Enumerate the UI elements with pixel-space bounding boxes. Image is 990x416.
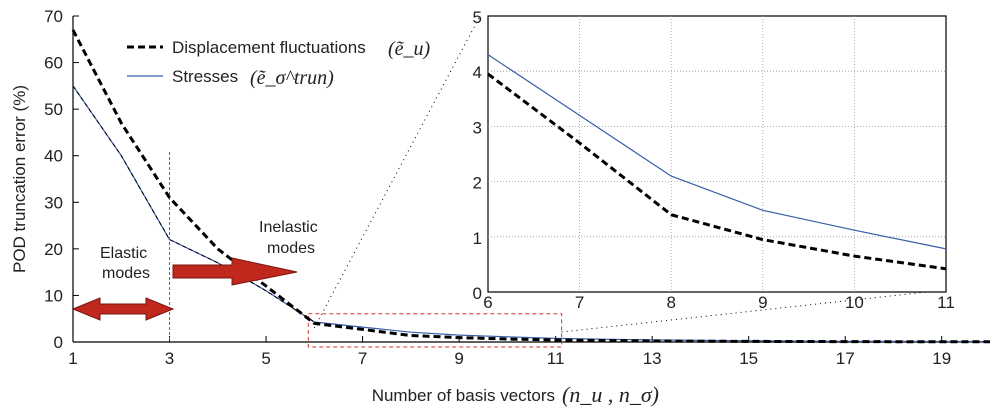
annotation-inelastic-line2: modes [267, 240, 315, 257]
inset-y-tick-label: 4 [473, 63, 482, 82]
x-tick-label: 9 [454, 349, 463, 368]
x-tick-label: 15 [739, 349, 758, 368]
inset-series-line-stresses [487, 54, 947, 250]
x-axis-label: Number of basis vectors [372, 386, 555, 405]
x-tick-label: 5 [261, 349, 270, 368]
x-tick-label: 3 [165, 349, 174, 368]
inset-plot: 0 1 2 3 4 5 6 7 8 9 10 11 [473, 8, 955, 312]
x-tick-label: 19 [932, 349, 951, 368]
x-tick-label: 11 [547, 349, 565, 368]
annotations: Elastic modes Inelastic modes [71, 15, 946, 333]
legend-label-stresses: Stresses [172, 67, 238, 86]
x-tick-label: 7 [358, 349, 367, 368]
inset-x-tick-label: 7 [575, 293, 584, 312]
y-tick-label: 70 [44, 7, 63, 26]
inset-x-tick-label: 6 [483, 293, 492, 312]
legend-symbol-displacement: (ẽ_u) [388, 38, 431, 60]
zoom-box [307, 313, 563, 348]
inset-frame [487, 15, 947, 293]
legend-symbol-stresses: (ẽ_σ^trun) [250, 67, 334, 89]
y-tick-label: 10 [44, 286, 63, 305]
y-tick-label: 0 [54, 333, 63, 352]
annotation-inelastic-line1: Inelastic [259, 219, 318, 236]
legend-label-displacement: Displacement fluctuations [172, 38, 366, 57]
x-axis-label-math: (n_u , n_σ) [562, 382, 659, 407]
inset-y-tick-label: 0 [473, 284, 482, 303]
inset-x-tick-label: 8 [666, 293, 675, 312]
legend: Displacement fluctuations (ẽ_u) Stresses (ẽ… [127, 38, 431, 89]
inset-y-tick-label: 5 [473, 8, 482, 27]
zoom-connector-left [313, 15, 481, 329]
inset-y-tick-label: 1 [473, 229, 482, 248]
inset-series-line-displacement-fluctuations [487, 72, 947, 271]
y-tick-label: 60 [44, 54, 63, 73]
x-tick-label: 17 [836, 349, 855, 368]
inset-x-tick-label: 9 [758, 293, 767, 312]
y-tick-label: 40 [44, 147, 63, 166]
annotation-elastic-line2: modes [102, 265, 150, 282]
series-line-elastic-stress-dashed [72, 85, 315, 323]
elastic-double-arrow [71, 297, 175, 321]
x-tick-label: 1 [68, 349, 77, 368]
inset-x-tick-label: 10 [845, 293, 864, 312]
zoom-connector-right [561, 289, 946, 333]
inset-y-tick-label: 3 [473, 118, 482, 137]
inelastic-arrow [172, 257, 298, 286]
y-tick-label: 50 [44, 100, 63, 119]
inset-y-tick-label: 2 [473, 174, 482, 193]
annotation-elastic-line1: Elastic [100, 245, 147, 262]
y-tick-label: 30 [44, 193, 63, 212]
x-tick-label: 13 [643, 349, 662, 368]
y-axis-label: POD truncation error (%) [10, 85, 29, 273]
inset-x-tick-label: 11 [937, 293, 955, 312]
y-tick-label: 20 [44, 240, 63, 259]
